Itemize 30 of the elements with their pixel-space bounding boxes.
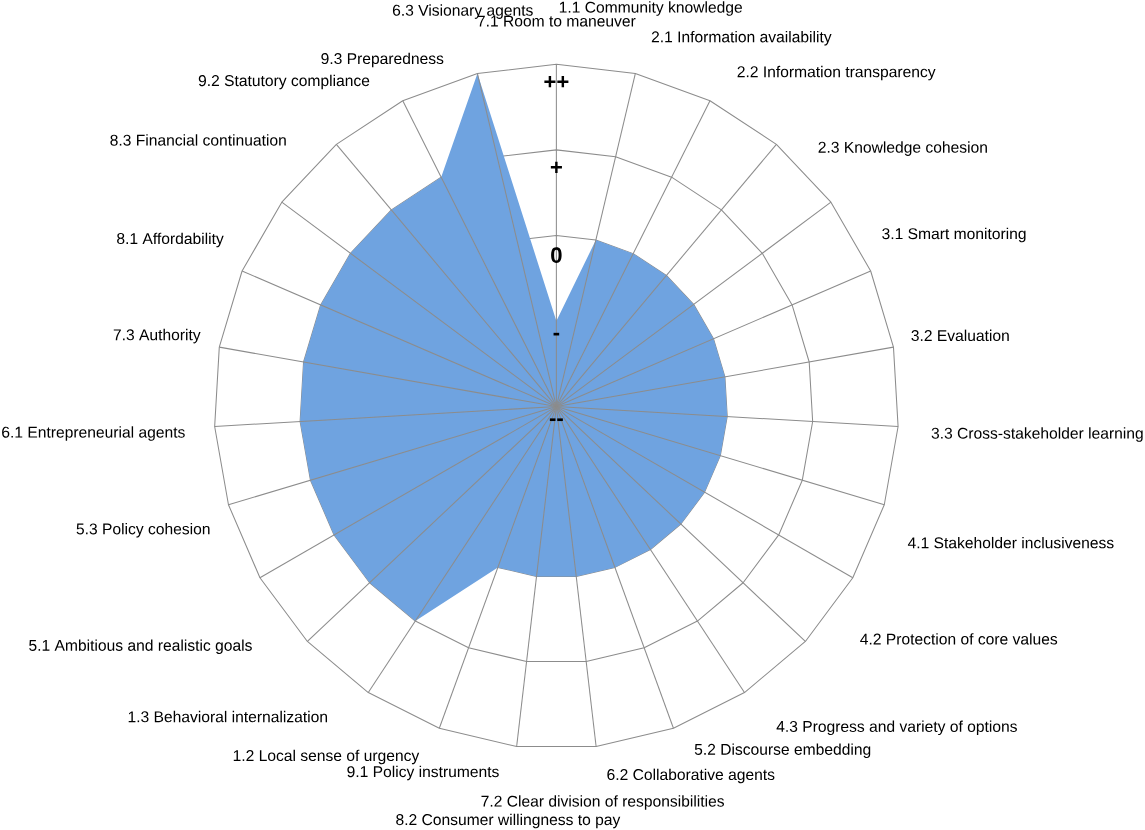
spoke-label: 9.3 Preparedness (321, 52, 444, 68)
spoke-label: 4.1 Stakeholder inclusiveness (907, 537, 1114, 549)
spoke-label: 8.1 Affordability (117, 232, 224, 248)
spoke-label: 1.2 Local sense of urgency (233, 749, 420, 765)
spoke-label: 7.2 Clear division of responsibilities (481, 795, 725, 811)
spoke-label: 3.2 Evaluation (911, 329, 1009, 342)
spoke-label: 3.1 Smart monitoring (882, 227, 1026, 243)
spoke-label: 8.3 Financial continuation (110, 134, 286, 146)
spoke-label: 6.2 Collaborative agents (607, 768, 775, 784)
spoke-label: 5.1 Ambitious and realistic goals (29, 639, 252, 655)
spoke-label: 3.3 Cross-stakeholder learning (931, 427, 1143, 443)
spoke-label: 5.2 Discourse embedding (694, 743, 871, 759)
spoke-label: 1.3 Behavioral internalization (128, 711, 328, 723)
spoke-label: 5.3 Policy cohesion (76, 523, 210, 538)
y-tick-label: -- (549, 418, 563, 422)
y-tick-label: - (553, 333, 560, 336)
spoke-label: 6.1 Entrepreneurial agents (2, 426, 185, 442)
spoke-label: 4.2 Protection of core values (860, 633, 1058, 645)
spoke-label: 9.2 Statutory compliance (198, 74, 370, 90)
spoke-label: 2.3 Knowledge cohesion (818, 141, 987, 157)
spoke-label: 8.2 Consumer willingness to pay (396, 813, 621, 829)
y-tick-label: 0 (551, 247, 562, 264)
y-tick-label: ++ (544, 76, 569, 88)
spoke-label: 4.3 Progress and variety of options (776, 720, 1017, 736)
spoke-label: 9.1 Policy instruments (347, 765, 499, 781)
spoke-label: 7.3 Authority (113, 329, 201, 344)
spoke-label: 1.1 Community knowledge (559, 1, 742, 17)
y-tick-label: + (550, 161, 562, 174)
spoke-label: 2.2 Information transparency (737, 66, 936, 81)
spoke-label: 2.1 Information availability (651, 31, 832, 46)
